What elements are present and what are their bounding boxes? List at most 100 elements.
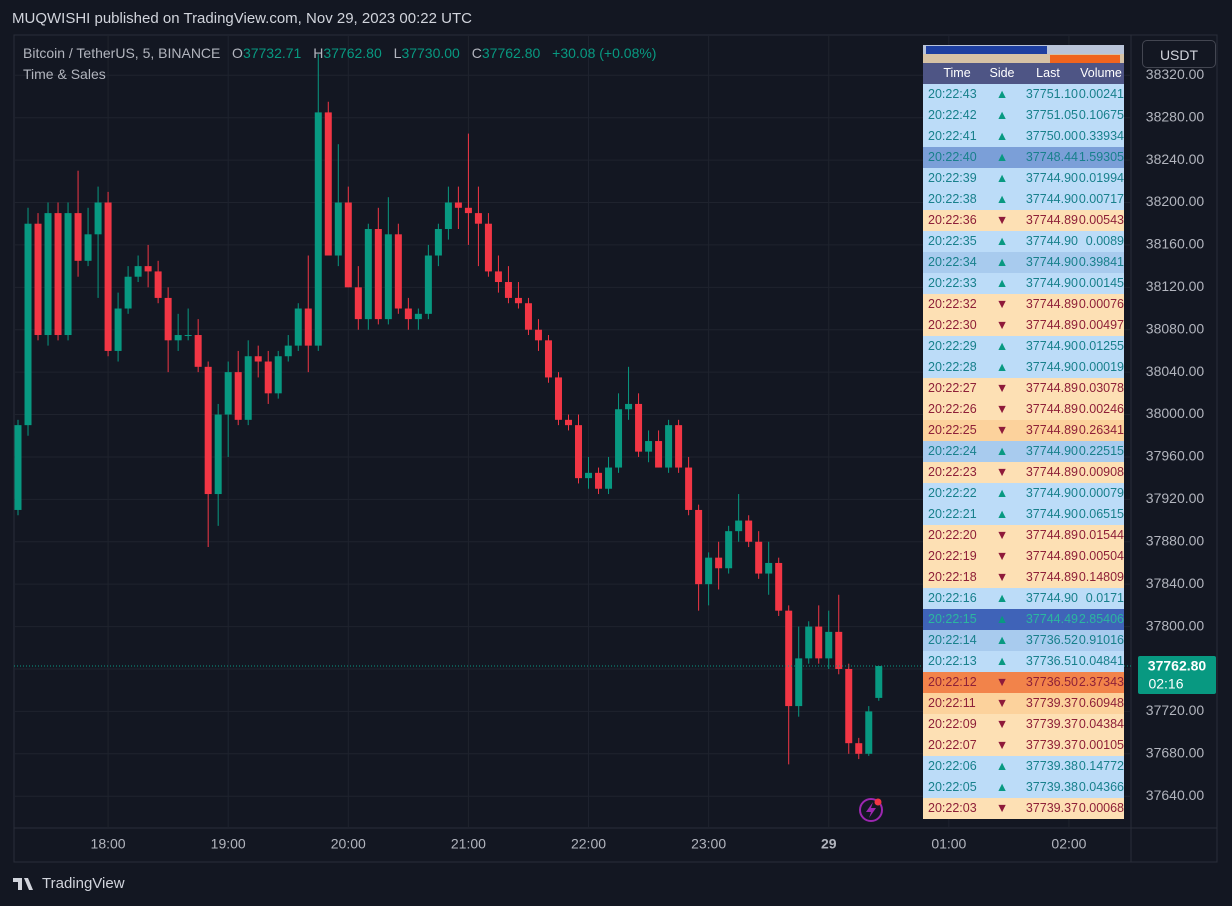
candle-body <box>304 308 312 346</box>
table-row: 20:22:05 ▲ 37739.38 0.04366 <box>923 777 1124 798</box>
table-cell: 37744.89 <box>1025 528 1078 542</box>
table-cell: 20:22:12 <box>928 675 977 689</box>
table-cell: 37744.89 <box>1025 549 1078 563</box>
close-label: C <box>471 45 482 61</box>
table-cell: 37744.90 <box>1025 339 1078 353</box>
candle-body <box>795 658 803 707</box>
table-cell: 0.00105 <box>1078 738 1124 752</box>
table-cell: ▼ <box>995 465 1009 479</box>
y-tick-label: 37800.00 <box>1146 617 1205 633</box>
candle-body <box>114 308 122 351</box>
change-value: +30.08 (+0.08%) <box>552 45 657 61</box>
candle-body <box>64 213 72 336</box>
candle-body <box>334 202 342 256</box>
table-cell: 37744.90 <box>1025 234 1078 248</box>
x-tick-label: 01:00 <box>931 836 966 852</box>
candle-body <box>314 112 322 346</box>
table-cell: 0.22515 <box>1078 444 1124 458</box>
table-cell: 37736.50 <box>1025 675 1078 689</box>
candle-body <box>274 356 282 394</box>
candle-body <box>34 223 42 336</box>
candle-body <box>414 313 422 320</box>
table-cell: ▲ <box>995 234 1009 248</box>
alert-icon[interactable] <box>859 798 883 822</box>
table-header: Time Side Last Volume <box>923 63 1124 84</box>
table-cell: ▲ <box>995 129 1009 143</box>
table-cell: 20:22:39 <box>928 171 977 185</box>
table-cell: 20:22:05 <box>928 780 977 794</box>
table-cell: ▲ <box>995 150 1009 164</box>
table-cell: 37744.90 <box>1025 255 1078 269</box>
open-value: 37732.71 <box>242 45 302 61</box>
table-cell: ▲ <box>995 507 1009 521</box>
table-cell: ▼ <box>995 801 1009 815</box>
candle-body <box>124 276 132 309</box>
candle-body <box>725 531 733 569</box>
candle-body <box>154 271 162 298</box>
symbol: Bitcoin / TetherUS, 5, BINANCE <box>23 45 221 61</box>
candle-body <box>865 711 873 754</box>
candle-body <box>224 372 232 415</box>
table-cell: ▲ <box>995 486 1009 500</box>
table-cell: 20:22:42 <box>928 108 977 122</box>
candle-body <box>184 335 192 337</box>
table-cell: 20:22:03 <box>928 801 977 815</box>
table-cell: ▼ <box>995 318 1009 332</box>
y-tick-label: 38240.00 <box>1146 151 1205 167</box>
y-tick-label: 37640.00 <box>1146 787 1205 803</box>
table-cell: 0.00497 <box>1078 318 1124 332</box>
y-tick-label: 38160.00 <box>1146 236 1205 252</box>
table-cell: 0.01255 <box>1078 339 1124 353</box>
table-row: 20:22:35 ▲ 37744.90 0.0089 <box>923 231 1124 252</box>
candle-body <box>645 441 653 452</box>
x-tick-label: 20:00 <box>331 836 366 852</box>
table-row: 20:22:36 ▼ 37744.89 0.00543 <box>923 210 1124 231</box>
table-cell: ▼ <box>995 213 1009 227</box>
candle-body <box>94 202 102 235</box>
table-cell: 37744.89 <box>1025 465 1078 479</box>
candle-body <box>765 562 773 574</box>
y-tick-label: 37720.00 <box>1146 702 1205 718</box>
y-tick-label: 37960.00 <box>1146 448 1205 464</box>
brand: TradingView <box>42 875 125 892</box>
y-tick-label: 38200.00 <box>1146 193 1205 209</box>
table-row: 20:22:29 ▲ 37744.90 0.01255 <box>923 336 1124 357</box>
table-row: 20:22:33 ▲ 37744.90 0.00145 <box>923 273 1124 294</box>
candle-body <box>595 472 603 489</box>
table-cell: 20:22:34 <box>928 255 977 269</box>
candle-body <box>855 743 863 754</box>
table-row: 20:22:16 ▲ 37744.90 0.0171 <box>923 588 1124 609</box>
candle-body <box>144 266 152 272</box>
table-cell: 37751.10 <box>1025 87 1078 101</box>
candle-body <box>845 668 853 744</box>
table-cell: ▲ <box>995 108 1009 122</box>
table-cell: 0.00543 <box>1078 213 1124 227</box>
candle-body <box>494 271 502 283</box>
open-label: O <box>232 45 243 61</box>
table-cell: 37744.89 <box>1025 570 1078 584</box>
candle-body <box>444 202 452 230</box>
y-tick-label: 38040.00 <box>1146 363 1205 379</box>
table-row: 20:22:40 ▲ 37748.44 1.59305 <box>923 147 1124 168</box>
table-cell: 20:22:26 <box>928 402 977 416</box>
table-cell: 20:22:38 <box>928 192 977 206</box>
table-cell: ▲ <box>995 591 1009 605</box>
table-cell: 37739.38 <box>1025 759 1078 773</box>
table-cell: ▲ <box>995 192 1009 206</box>
table-cell: ▼ <box>995 696 1009 710</box>
x-tick-label: 19:00 <box>211 836 246 852</box>
candle-body <box>54 213 62 336</box>
candle-body <box>665 425 673 468</box>
table-cell: 37744.90 <box>1025 192 1078 206</box>
low-value: 37730.00 <box>401 45 460 61</box>
candle-body <box>14 425 22 510</box>
table-cell: 37744.89 <box>1025 213 1078 227</box>
table-cell: 20:22:29 <box>928 339 977 353</box>
table-cell: 0.01994 <box>1078 171 1124 185</box>
table-cell: 0.04841 <box>1078 654 1124 668</box>
table-cell: 37739.37 <box>1025 696 1078 710</box>
close-value: 37762.80 <box>481 45 541 61</box>
table-cell: 37739.38 <box>1025 780 1078 794</box>
low-label: L <box>393 45 402 61</box>
currency-button[interactable]: USDT <box>1142 40 1216 68</box>
